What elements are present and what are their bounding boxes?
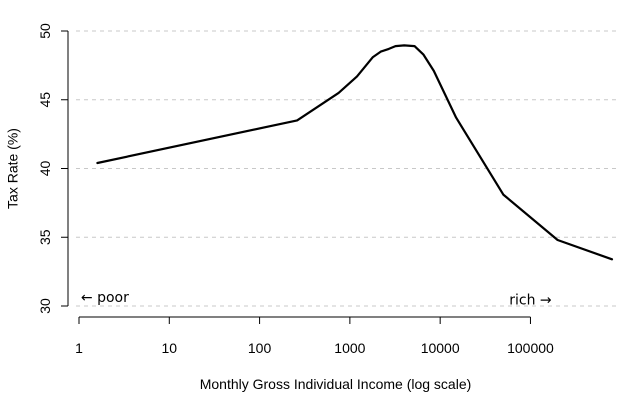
x-tick-label-1: 1 bbox=[75, 340, 83, 356]
series bbox=[96, 44, 614, 261]
y-tick-label-30: 30 bbox=[37, 298, 53, 314]
x-tick-label-100: 100 bbox=[248, 340, 272, 356]
y-ticks: 30 35 40 45 50 bbox=[37, 23, 68, 314]
y-tick-label-40: 40 bbox=[37, 161, 53, 177]
x-tick-label-10: 10 bbox=[162, 340, 178, 356]
annotations: ← poor rich → bbox=[81, 290, 552, 309]
y-tick-label-50: 50 bbox=[37, 23, 53, 39]
x-tick-label-100000: 100000 bbox=[507, 340, 554, 356]
x-axis-title: Monthly Gross Individual Income (log sca… bbox=[200, 376, 472, 392]
annotation-0: ← poor bbox=[81, 290, 129, 306]
x-ticks: 1 10 100 1000 10000 100000 bbox=[75, 317, 554, 356]
x-tick-label-1000: 1000 bbox=[334, 340, 365, 356]
y-axis-title: Tax Rate (%) bbox=[5, 128, 21, 209]
y-tick-label-35: 35 bbox=[37, 229, 53, 245]
axes bbox=[67, 31, 531, 318]
y-tick-label-45: 45 bbox=[37, 92, 53, 108]
grid-lines bbox=[76, 30, 620, 307]
series-line-0 bbox=[96, 44, 614, 261]
annotation-1: rich → bbox=[509, 293, 552, 309]
x-tick-label-10000: 10000 bbox=[421, 340, 460, 356]
